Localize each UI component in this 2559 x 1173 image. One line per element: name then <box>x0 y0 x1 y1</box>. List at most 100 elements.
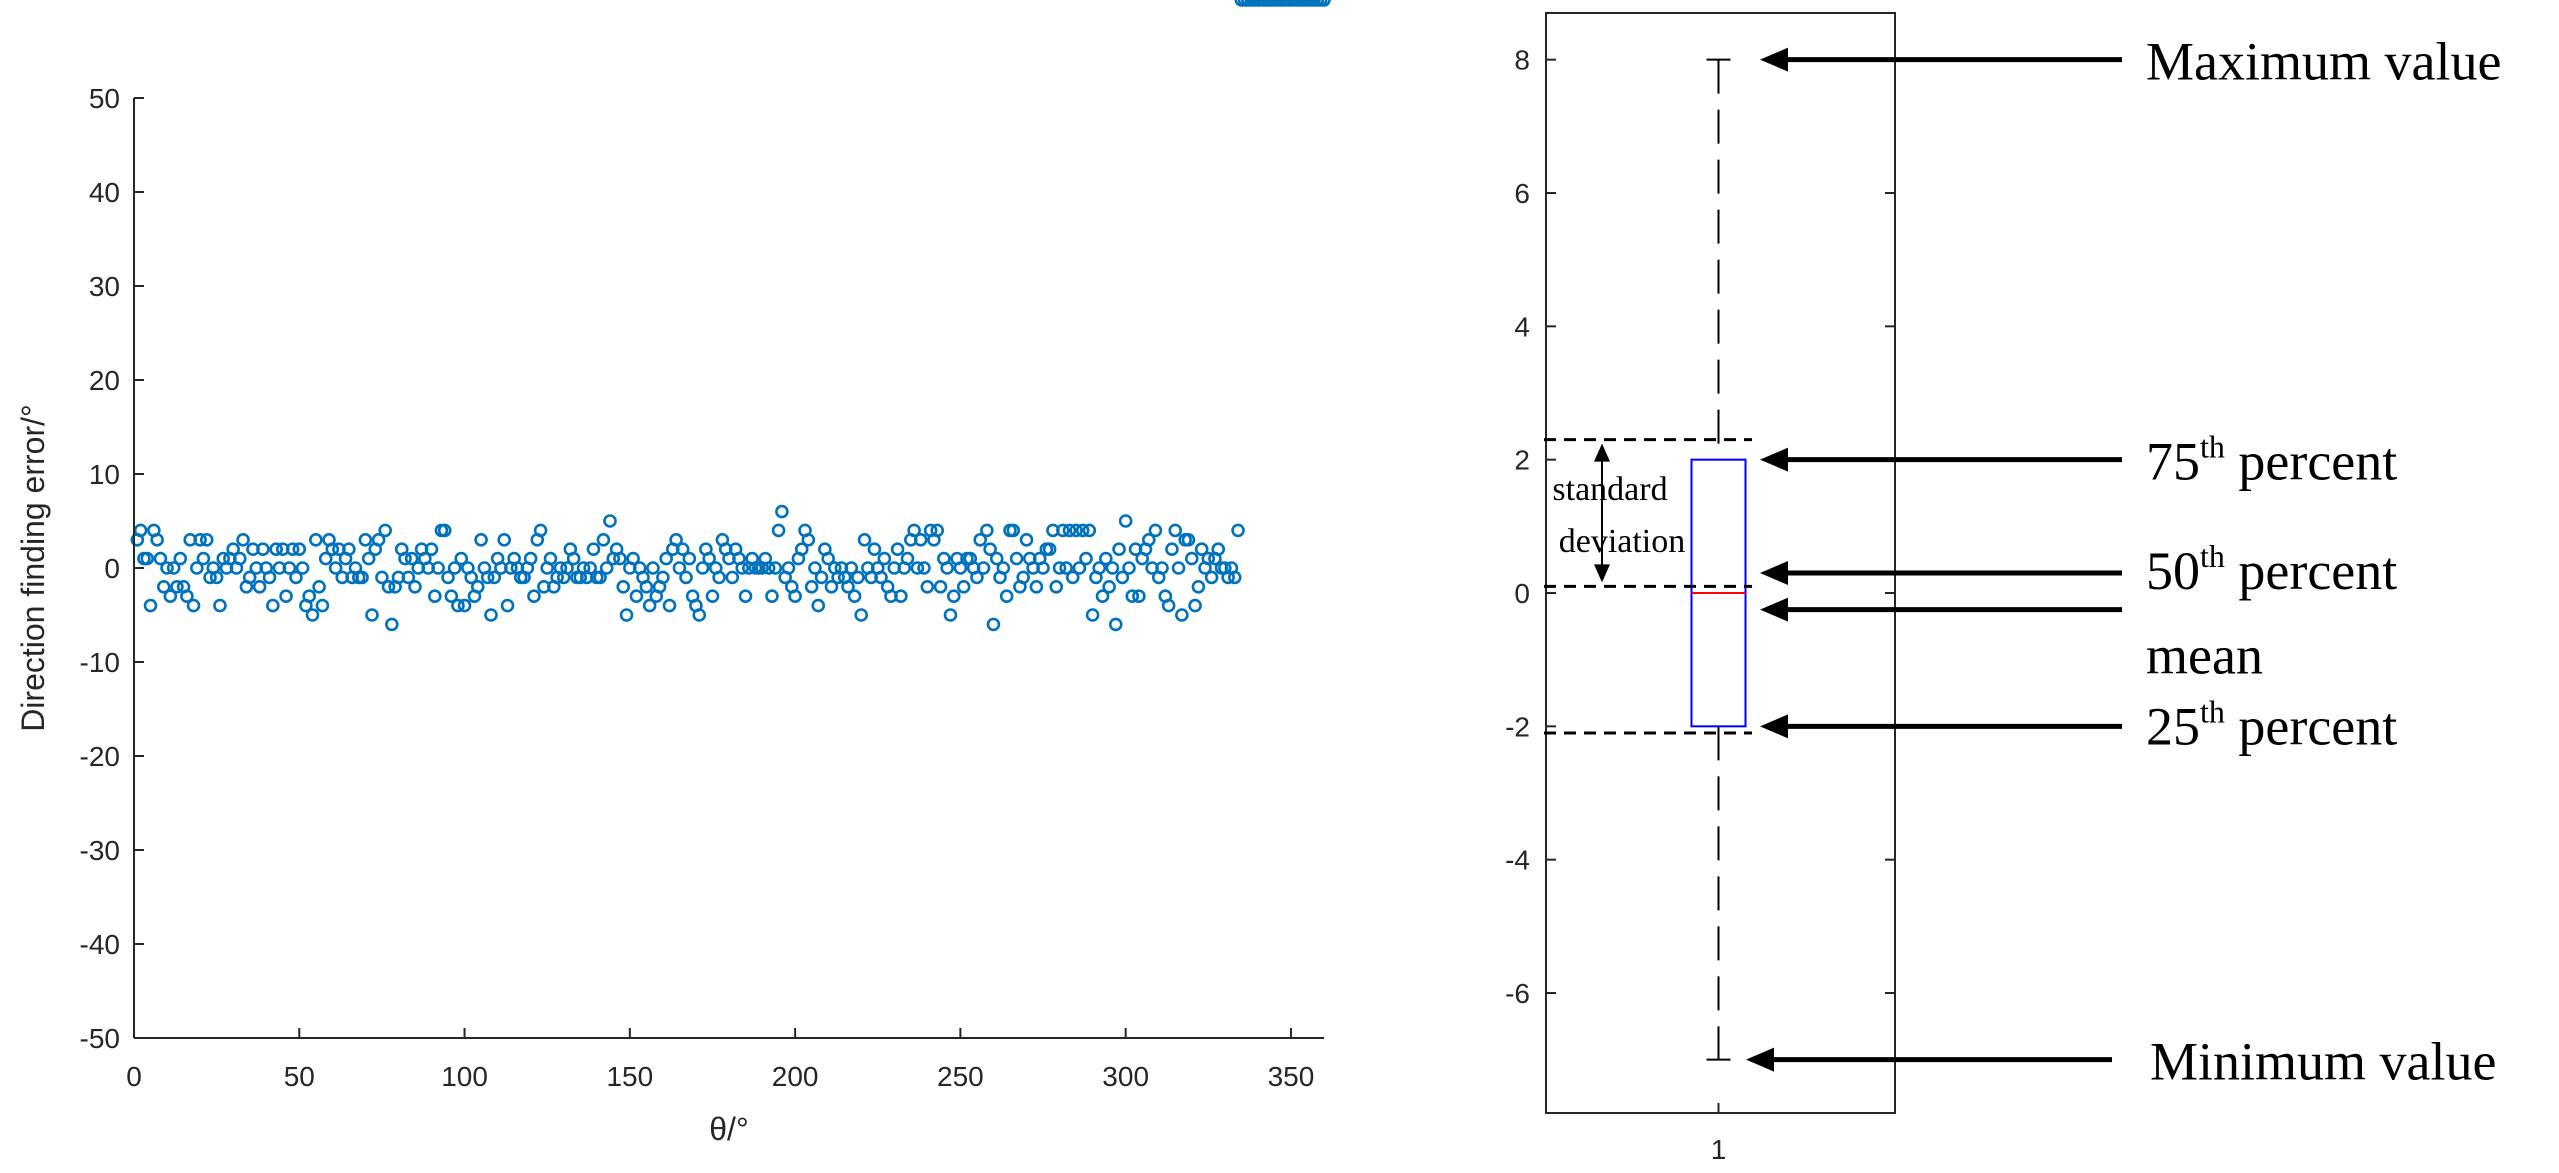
scatter-point <box>808 561 822 575</box>
scatter-point <box>1165 542 1179 557</box>
scatter-point <box>705 589 720 604</box>
scatter-point <box>533 523 548 538</box>
std-arrowhead-down <box>1594 564 1610 583</box>
scatter-point <box>659 551 673 566</box>
scatter-point <box>365 608 379 622</box>
scatter-point <box>269 542 283 557</box>
scatter-point <box>1108 617 1123 632</box>
scatter-point <box>913 532 928 547</box>
scatter-point <box>133 523 148 538</box>
scatter-point <box>447 561 462 575</box>
box-y-tick-label: -6 <box>1505 978 1530 1009</box>
box-y-ticks: 8 6 4 2 0 -2 -4 -6 <box>1505 45 1895 1009</box>
scatter-point <box>775 504 789 519</box>
scatter-point <box>1085 608 1100 622</box>
scatter-point <box>1062 523 1077 538</box>
max-arrow-head <box>1760 47 1788 72</box>
scatter-point <box>371 532 386 547</box>
scatter-point <box>190 561 204 575</box>
scatter-point <box>854 608 869 622</box>
scatter-point <box>725 570 740 585</box>
scatter-point <box>616 579 631 594</box>
scatter-point <box>1122 561 1136 575</box>
scatter-point <box>857 532 872 547</box>
scatter-point <box>408 579 422 594</box>
scatter-y-tick-label: -50 <box>80 1023 120 1054</box>
scatter-point <box>193 532 207 547</box>
scatter-point <box>358 532 373 547</box>
scatter-point <box>821 551 835 566</box>
scatter-x-tick-label: 350 <box>1268 1061 1315 1092</box>
scatter-point <box>801 532 816 547</box>
scatter-y-tick-label: -30 <box>80 835 120 866</box>
scatter-point <box>943 608 958 622</box>
scatter-point <box>325 542 340 557</box>
scatter-point <box>186 598 201 613</box>
box-y-tick-label: -2 <box>1505 711 1530 742</box>
scatter-point <box>675 542 690 557</box>
scatter-point <box>583 561 597 575</box>
scatter-point <box>150 532 164 547</box>
scatter-point <box>642 598 657 613</box>
scatter-point <box>1194 542 1209 557</box>
scatter-point <box>292 542 307 557</box>
scatter-points <box>130 0 1331 632</box>
scatter-point <box>252 579 267 594</box>
scatter-point <box>1009 551 1024 566</box>
min-arrow-head <box>1746 1047 1774 1072</box>
mean-arrow-head <box>1760 597 1788 622</box>
scatter-y-tick-label: 40 <box>89 177 120 208</box>
scatter-point <box>1092 561 1107 575</box>
scatter-point <box>464 570 478 585</box>
scatter-point <box>1148 523 1163 538</box>
scatter-point <box>1079 551 1093 566</box>
box-y-tick-label: 6 <box>1514 178 1530 209</box>
scatter-point <box>180 589 194 604</box>
box-plot-frame <box>1545 12 1896 1114</box>
scatter-y-tick-label: -20 <box>80 741 120 772</box>
min-label: Minimum value <box>2150 1032 2496 1092</box>
scatter-point <box>970 570 984 585</box>
scatter-point <box>1006 523 1021 538</box>
scatter-point <box>933 579 948 594</box>
scatter-point <box>712 570 726 585</box>
scatter-y-tick-label: 10 <box>89 459 120 490</box>
scatter-point <box>662 598 677 613</box>
scatter-point <box>804 579 819 594</box>
scatter-point <box>140 551 155 566</box>
std-arrowhead-up <box>1594 443 1610 462</box>
scatter-point <box>599 561 614 575</box>
scatter-x-tick-label: 150 <box>606 1061 653 1092</box>
scatter-point <box>560 561 574 575</box>
scatter-point <box>586 542 601 557</box>
scatter-point <box>1049 579 1064 594</box>
scatter-point <box>242 570 257 585</box>
scatter-point <box>811 598 826 613</box>
scatter-point <box>738 589 753 604</box>
box-x-ticks: 1 <box>1711 1103 1726 1165</box>
scatter-point <box>596 532 611 547</box>
scatter-point <box>1029 579 1044 594</box>
scatter-point <box>312 579 326 594</box>
scatter-point <box>163 589 178 604</box>
scatter-point <box>385 617 399 632</box>
scatter-x-tick-label: 50 <box>284 1061 315 1092</box>
scatter-point <box>613 551 627 566</box>
scatter-y-tick-label: 30 <box>89 271 120 302</box>
scatter-point <box>986 617 1001 632</box>
scatter-point <box>361 551 376 566</box>
scatter-y-tick-label: 20 <box>89 365 120 396</box>
scatter-point <box>470 579 485 594</box>
scatter-point <box>1069 523 1083 538</box>
scatter-point <box>894 589 908 604</box>
scatter-point <box>375 570 389 585</box>
scatter-point <box>626 551 640 566</box>
scatter-point <box>474 532 488 547</box>
scatter-point <box>256 542 270 557</box>
scatter-point <box>279 589 293 604</box>
scatter-point <box>209 570 224 585</box>
scatter-point <box>877 551 892 566</box>
scatter-point <box>487 570 502 585</box>
scatter-point <box>1168 523 1183 538</box>
scatter-point <box>1188 598 1202 613</box>
